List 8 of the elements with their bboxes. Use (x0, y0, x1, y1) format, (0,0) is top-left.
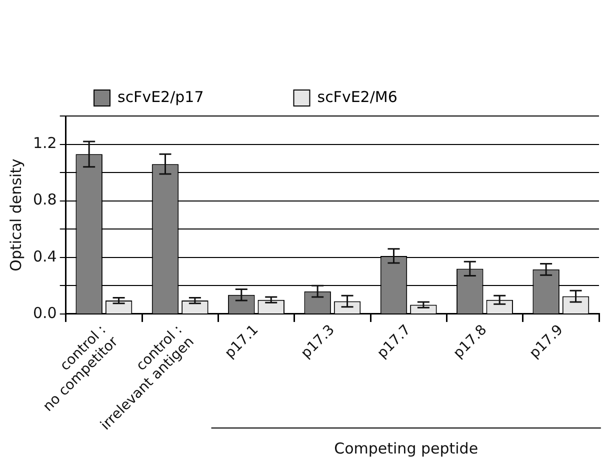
text: Competing peptide (334, 439, 478, 458)
y-tick-label: 0.4 (32, 247, 57, 266)
y-tick-label: 1.2 (32, 134, 57, 152)
y-tick-label: 0.0 (32, 304, 57, 322)
legend-label: scFvE2/p17 (118, 88, 204, 106)
y-tick-label: 0.8 (32, 190, 57, 209)
legend-label: scFvE2/M6 (317, 88, 398, 106)
y-axis-title: Optical density (6, 158, 25, 272)
